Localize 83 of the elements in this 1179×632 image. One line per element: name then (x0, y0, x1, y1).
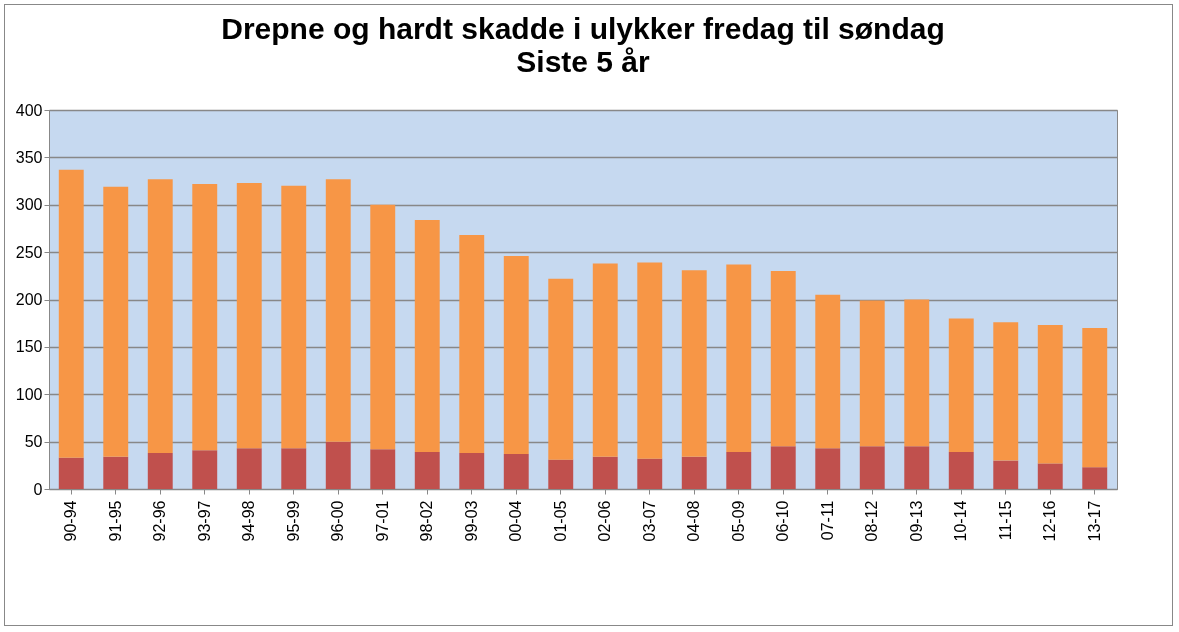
x-tick-label: 98-02 (418, 500, 436, 542)
bar (948, 452, 974, 489)
bar (859, 300, 885, 447)
bar (592, 263, 618, 457)
bar (192, 450, 218, 489)
x-tick-label: 06-10 (774, 500, 792, 542)
bar (948, 318, 974, 453)
bar (147, 453, 173, 489)
bar (904, 446, 930, 489)
bar (993, 322, 1019, 461)
y-tick-label: 250 (15, 243, 43, 261)
bar (236, 448, 262, 489)
bar (370, 204, 396, 450)
x-tick-label: 01-05 (551, 500, 569, 542)
bar (58, 169, 84, 458)
bar (815, 448, 841, 489)
x-tick-label: 04-08 (685, 500, 703, 542)
bar (325, 179, 351, 442)
y-tick-label: 150 (15, 338, 43, 356)
bar (503, 255, 529, 454)
x-tick-label: 07-11 (818, 500, 836, 541)
bar (859, 446, 885, 489)
x-tick-label: 91-95 (106, 500, 124, 542)
bar (236, 182, 262, 449)
x-tick-label: 95-99 (284, 500, 302, 542)
bar (1037, 463, 1063, 489)
bar (414, 452, 440, 489)
y-tick-label: 0 (33, 480, 43, 498)
y-tick-label: 200 (15, 291, 43, 308)
x-tick-label: 93-97 (195, 500, 213, 542)
bar (414, 219, 440, 453)
x-tick-label: 10-14 (952, 500, 970, 542)
x-tick-label: 03-07 (640, 500, 658, 542)
x-tick-label: 08-12 (863, 500, 881, 542)
x-tick-label: 99-03 (462, 500, 480, 542)
x-tick-label: 00-04 (507, 500, 525, 542)
bar (770, 271, 796, 447)
bar (681, 270, 707, 457)
x-tick-label: 90-94 (62, 500, 80, 542)
x-tick-label: 96-00 (329, 500, 347, 542)
bar (103, 186, 129, 457)
x-tick-label: 97-01 (373, 500, 391, 542)
bar (1082, 327, 1108, 468)
chart-title: Drepne og hardt skadde i ulykker fredag til søndag (221, 12, 945, 45)
bar (281, 185, 307, 449)
bar (548, 459, 574, 489)
bar (726, 452, 752, 489)
x-tick-label: 13-17 (1085, 500, 1103, 542)
bar (815, 294, 841, 449)
y-tick-label: 50 (24, 433, 43, 451)
bar (281, 448, 307, 489)
bar (325, 441, 351, 489)
bar (637, 262, 663, 459)
chart-subtitle: Siste 5 år (516, 45, 651, 78)
bar (459, 453, 485, 489)
bar (726, 264, 752, 453)
bar (770, 446, 796, 489)
bar (548, 278, 574, 460)
x-tick-label: 09-13 (907, 500, 925, 542)
bar (904, 299, 930, 447)
bar (459, 235, 485, 453)
x-tick-label: 11-15 (996, 500, 1014, 541)
bar (192, 183, 218, 451)
bar (637, 458, 663, 489)
y-tick-label: 300 (15, 196, 43, 214)
bar (503, 453, 529, 489)
bar (993, 460, 1019, 489)
bar (592, 456, 618, 489)
y-tick-label: 100 (15, 385, 43, 403)
y-tick-label: 400 (15, 101, 43, 119)
x-tick-label: 05-09 (729, 500, 747, 542)
y-tick-label: 350 (15, 148, 43, 166)
x-tick-label: 94-98 (240, 500, 258, 542)
bar (1037, 325, 1063, 464)
bar (103, 456, 129, 489)
bar (58, 457, 84, 489)
bar (681, 456, 707, 489)
bar (370, 449, 396, 489)
x-tick-label: 92-96 (151, 500, 169, 542)
bar (1082, 467, 1108, 489)
bar (147, 179, 173, 453)
x-tick-label: 02-06 (596, 500, 614, 542)
x-tick-label: 12-16 (1041, 500, 1059, 542)
